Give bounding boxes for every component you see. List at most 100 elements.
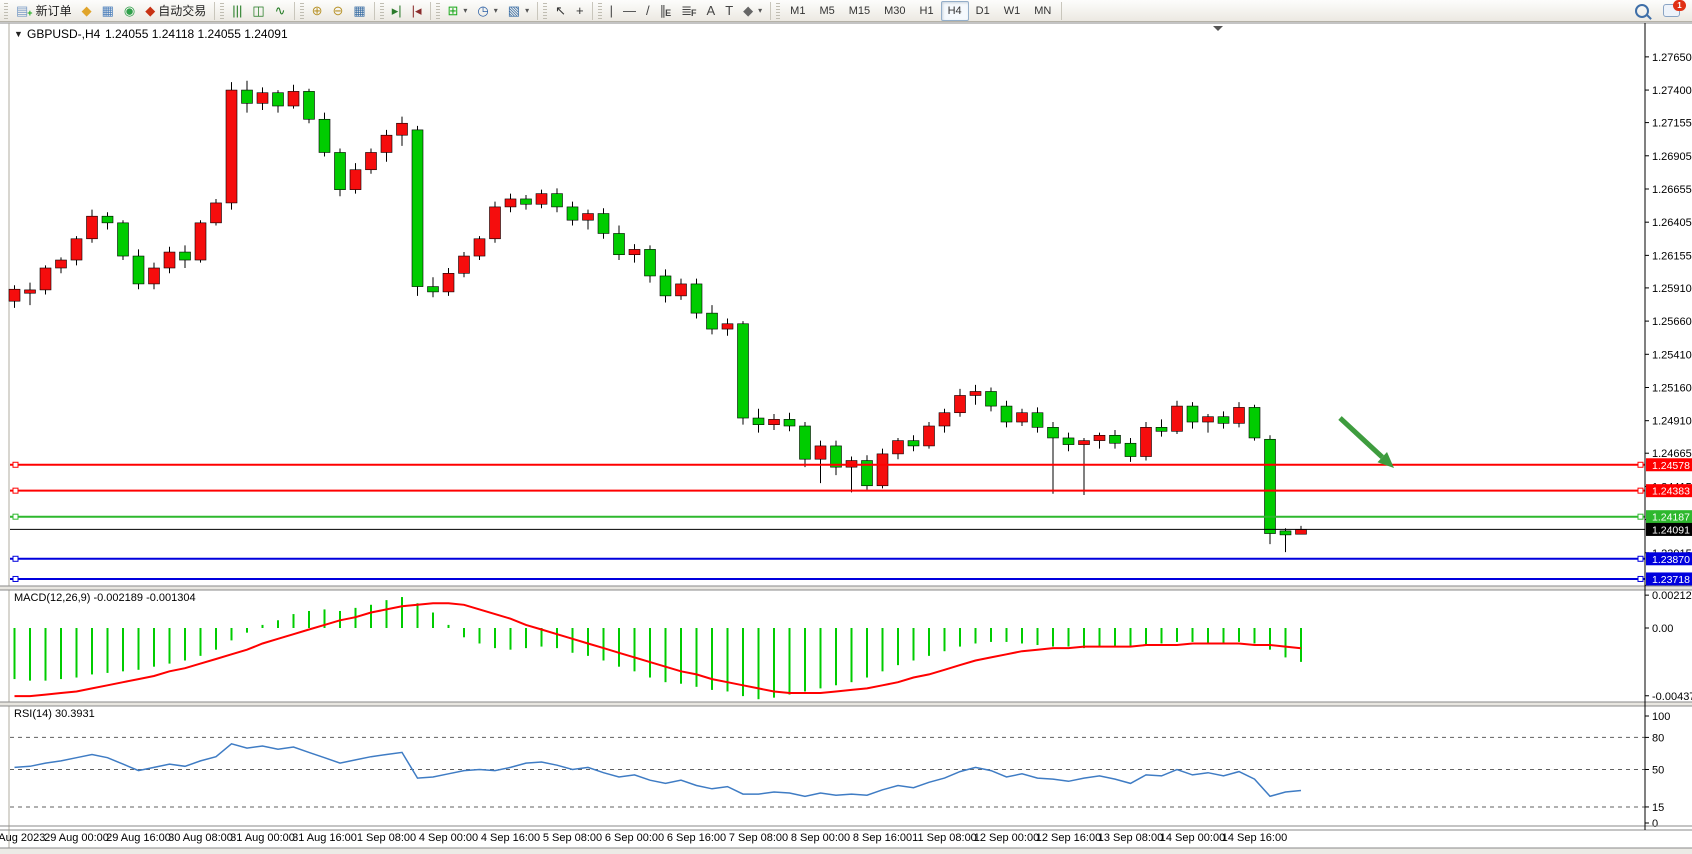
chevron-down-icon[interactable]: ▾: [758, 6, 763, 15]
cursor-icon: ↖: [555, 3, 566, 18]
chevron-down-icon[interactable]: ▾: [525, 6, 530, 15]
candle-down: [132, 255, 145, 285]
chart-shift-marker[interactable]: [1213, 26, 1223, 31]
candle-up: [458, 255, 470, 274]
vertical-line-button[interactable]: |: [605, 1, 618, 21]
candle-down: [830, 445, 842, 468]
text-button[interactable]: A: [702, 1, 721, 21]
hline-anchor[interactable]: [1637, 555, 1644, 562]
hline-anchor[interactable]: [12, 513, 19, 520]
indicators-button[interactable]: ⊞ ▾: [443, 1, 473, 21]
candle-up: [163, 251, 176, 269]
candle-down: [597, 213, 610, 234]
candle-up: [628, 249, 641, 256]
candle-up: [814, 445, 827, 460]
price-label-box: [1646, 522, 1692, 536]
crosshair-button[interactable]: +: [571, 1, 589, 21]
market-watch-button[interactable]: ▦: [97, 1, 119, 21]
chart-title: ▼ GBPUSD-,H4 1.24055 1.24118 1.24055 1.240…: [14, 27, 288, 41]
line-chart-button[interactable]: ∿: [270, 1, 291, 21]
zoom-in-button[interactable]: ⊕: [307, 1, 328, 21]
price-label-text: 1.23870: [1652, 554, 1690, 566]
equidistant-channel-button[interactable]: ∥ E: [655, 1, 677, 21]
cursor-button[interactable]: ↖: [550, 1, 571, 21]
hline-anchor[interactable]: [12, 461, 19, 468]
line-chart-icon: ∿: [274, 3, 286, 18]
horizontal-line-button[interactable]: —: [618, 1, 641, 21]
candle-down: [1047, 427, 1059, 439]
candle-down: [752, 417, 765, 425]
timeframe-d1-button[interactable]: D1: [969, 1, 997, 21]
hline-anchor[interactable]: [12, 487, 19, 494]
date-label: 7 Sep 08:00: [729, 832, 788, 844]
zoom-out-button[interactable]: ⊖: [327, 1, 348, 21]
candle-down: [241, 89, 253, 104]
chart-shift-button[interactable]: |◂: [407, 1, 427, 21]
chart-dropdown-icon[interactable]: ▼: [14, 29, 23, 39]
auto-scroll-button[interactable]: ▸|: [387, 1, 407, 21]
chat-icon[interactable]: 1: [1663, 0, 1686, 17]
macd-signal-line: [14, 602, 1302, 698]
hline-anchor[interactable]: [1637, 575, 1644, 582]
timeframe-mn-button[interactable]: MN: [1027, 1, 1058, 21]
text-label-button[interactable]: T: [720, 1, 738, 21]
hline-anchor[interactable]: [1637, 461, 1644, 468]
pane-splitter-rsi[interactable]: [0, 702, 1692, 706]
sound-button[interactable]: ◆: [77, 1, 97, 21]
periods-button[interactable]: ◷ ▾: [472, 1, 502, 21]
candle-down: [861, 460, 873, 487]
candle-up: [365, 152, 377, 171]
signals-icon: ◉: [123, 3, 136, 18]
rsi-label: RSI(14) 30.3931: [14, 708, 95, 720]
horizontal-line-icon: —: [622, 3, 636, 18]
date-label: 12 Sep 00:00: [974, 832, 1039, 844]
chevron-down-icon[interactable]: ▾: [493, 6, 498, 15]
hline-current-price-1.24091[interactable]: 1.24091: [10, 522, 1692, 537]
trendline-button[interactable]: /: [641, 1, 655, 21]
arrow-annotation[interactable]: [1338, 416, 1394, 468]
hline-anchor[interactable]: [1637, 487, 1644, 494]
hline-resistance-1.24383[interactable]: 1.24383: [10, 484, 1692, 498]
candle-up: [892, 440, 904, 455]
fibonacci-button[interactable]: ≣ F: [676, 1, 701, 21]
candles: [8, 80, 1307, 553]
candle-up: [1078, 440, 1090, 445]
hline-anchor[interactable]: [1637, 513, 1644, 520]
price-label-text: 1.24383: [1652, 486, 1690, 498]
templates-button[interactable]: ▧ ▾: [503, 1, 534, 21]
timeframe-m15-button[interactable]: M15: [842, 1, 877, 21]
candle-down: [1248, 407, 1261, 439]
candlestick-chart-button[interactable]: ◫: [247, 1, 269, 21]
arrows-button[interactable]: ◆ ▾: [738, 1, 767, 21]
autotrading-button[interactable]: ◆ 自动交易: [140, 1, 211, 21]
new-order-icon: ▤: [16, 3, 29, 18]
candle-down: [613, 233, 625, 256]
fibonacci-icon: ≣: [681, 3, 693, 18]
timeframe-m1-button[interactable]: M1: [783, 1, 812, 21]
timeframe-m5-button[interactable]: M5: [812, 1, 841, 21]
date-label: 29 Aug 00:00: [44, 832, 109, 844]
hline-anchor[interactable]: [12, 575, 19, 582]
tile-windows-button[interactable]: ▦: [348, 1, 370, 21]
hline-support-1.23870[interactable]: 1.23870: [10, 552, 1692, 566]
hline-anchor[interactable]: [12, 555, 19, 562]
tile-windows-icon: ▦: [353, 3, 366, 18]
chevron-down-icon[interactable]: ▾: [463, 6, 468, 15]
candle-up: [442, 273, 455, 293]
chart-canvas[interactable]: [0, 23, 1692, 848]
timeframe-m30-button[interactable]: M30: [877, 1, 912, 21]
new-order-button[interactable]: ▤ + 新订单: [11, 1, 77, 21]
signals-button[interactable]: ◉: [119, 1, 140, 21]
bar-chart-button[interactable]: |||: [227, 1, 247, 21]
search-icon[interactable]: [1635, 3, 1649, 18]
date-label: 14 Sep 00:00: [1160, 832, 1225, 844]
candlestick-icon: ◫: [252, 3, 265, 18]
timeframe-w1-button[interactable]: W1: [997, 1, 1028, 21]
pane-splitter-macd[interactable]: [0, 586, 1692, 590]
hline-support-1.23718[interactable]: 1.23718: [10, 572, 1692, 586]
hline-support-1.24187[interactable]: 1.24187: [10, 510, 1692, 524]
timeframe-h4-button[interactable]: H4: [940, 0, 969, 21]
hline-resistance-1.24578[interactable]: 1.24578: [10, 458, 1692, 472]
timeframe-h1-button[interactable]: H1: [913, 1, 941, 21]
